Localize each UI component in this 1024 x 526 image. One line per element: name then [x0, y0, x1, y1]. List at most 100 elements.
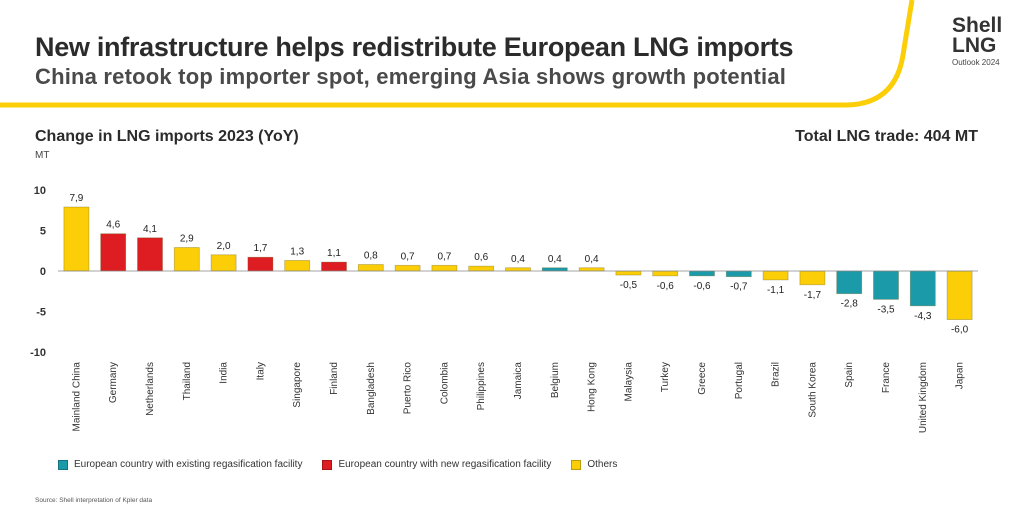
page-title: New infrastructure helps redistribute Eu…: [35, 32, 794, 62]
category-label: Finland: [329, 362, 340, 395]
bar-puerto-rico: [394, 264, 421, 272]
bar-colombia: [431, 264, 458, 272]
bar-jamaica: [505, 267, 531, 272]
bar-philippines: [468, 265, 495, 272]
bar-value-label: -1,1: [767, 285, 785, 296]
legend-swatch-others: [571, 459, 582, 470]
bar-value-label: 2,0: [217, 241, 231, 252]
bar-value-label: 1,1: [327, 248, 341, 259]
category-label: South Korea: [807, 362, 818, 418]
category-label: Singapore: [292, 362, 303, 408]
bar-france: [873, 270, 899, 300]
legend-swatch-existing: [58, 459, 68, 470]
legend-item-others: Others: [571, 459, 617, 470]
bar-value-label: 0,4: [511, 254, 525, 265]
y-tick-label: 10: [34, 185, 46, 197]
chart-title: Change in LNG imports 2023 (YoY): [35, 128, 299, 145]
chart-legend: European country with existing regasific…: [58, 459, 637, 470]
category-label: Belgium: [550, 362, 561, 398]
total-trade-label: Total LNG trade: 404 MT: [795, 128, 978, 145]
source-note: Source: Shell interpretation of Kpler da…: [35, 497, 153, 504]
legend-swatch-new: [322, 459, 333, 470]
brand-lng: LNG: [952, 34, 997, 57]
bar-india: [210, 254, 237, 272]
bar-malaysia: [615, 270, 642, 276]
bar-hong-kong: [578, 267, 605, 272]
bar-value-label: -0,6: [693, 281, 711, 292]
bar-value-label: 0,4: [548, 254, 562, 265]
page-subtitle: China retook top importer spot, emerging…: [35, 64, 787, 89]
legend-label-existing: European country with existing regasific…: [74, 459, 303, 470]
bar-value-label: 1,3: [290, 246, 304, 257]
category-label: Hong Kong: [587, 362, 598, 412]
legend-item-new: European country with new regasification…: [322, 459, 551, 470]
bar-value-label: -0,7: [730, 282, 748, 293]
y-tick-label: 0: [40, 266, 46, 278]
bar-netherlands: [137, 237, 163, 272]
bar-value-label: -4,3: [914, 311, 932, 322]
bar-finland: [321, 261, 347, 272]
legend-item-existing: European country with existing regasific…: [58, 459, 302, 470]
legend-label-new: European country with new regasification…: [338, 459, 552, 470]
bar-singapore: [284, 260, 311, 272]
bar-belgium: [541, 267, 568, 272]
bar-germany: [100, 233, 127, 272]
bar-value-label: -1,7: [804, 290, 822, 301]
bar-value-label: -6,0: [951, 325, 969, 336]
category-label: United Kingdom: [918, 362, 929, 433]
category-label: Portugal: [734, 362, 745, 399]
shell-lng-logo: Shell LNG Outlook 2024: [952, 14, 1012, 67]
bar-south-korea: [799, 270, 826, 286]
y-tick-label: -10: [30, 347, 46, 359]
category-label: Japan: [955, 362, 966, 389]
y-tick-label: 5: [40, 226, 46, 238]
bar-thailand: [173, 247, 200, 272]
category-label: Puerto Rico: [403, 362, 414, 415]
bar-united-kingdom: [909, 270, 936, 307]
bar-mainland-china: [63, 206, 90, 272]
category-label: Netherlands: [145, 362, 156, 416]
category-label: Malaysia: [623, 362, 634, 402]
bar-bangladesh: [357, 264, 384, 272]
category-label: Brazil: [771, 362, 782, 387]
brand-shell: Shell: [952, 14, 1003, 37]
category-label: Jamaica: [513, 362, 524, 400]
bar-value-label: 1,7: [253, 243, 267, 254]
legend-label-others: Others: [587, 459, 618, 470]
bar-portugal: [725, 270, 752, 278]
bar-value-label: 0,4: [585, 254, 599, 265]
bar-value-label: -0,5: [620, 280, 638, 291]
bar-japan: [946, 270, 973, 320]
bar-turkey: [652, 270, 679, 277]
bar-spain: [836, 270, 863, 295]
bar-greece: [689, 270, 715, 277]
category-label: Italy: [255, 362, 266, 380]
bar-value-label: 0,7: [437, 251, 451, 262]
category-label: Thailand: [182, 362, 193, 400]
y-axis-unit: MT: [35, 150, 50, 161]
bar-italy: [247, 256, 274, 272]
category-label: Turkey: [660, 362, 671, 392]
category-label: France: [881, 362, 892, 394]
bar-value-label: 7,9: [69, 193, 83, 204]
bar-value-label: -0,6: [657, 281, 675, 292]
category-label: Greece: [697, 362, 708, 395]
bar-value-label: 4,6: [106, 220, 120, 231]
bar-value-label: -3,5: [877, 304, 895, 315]
category-label: Mainland China: [71, 362, 82, 432]
brand-outlook: Outlook 2024: [952, 58, 1000, 67]
category-label: India: [219, 362, 230, 384]
category-label: Philippines: [476, 362, 487, 410]
category-label: Bangladesh: [366, 362, 377, 415]
bar-value-label: 2,9: [180, 234, 194, 245]
category-label: Germany: [108, 362, 119, 403]
bar-value-label: 4,1: [143, 224, 157, 235]
bar-value-label: 0,7: [401, 251, 415, 262]
y-tick-label: -5: [36, 307, 46, 319]
bar-value-label: 0,6: [474, 252, 488, 263]
bar-brazil: [762, 270, 789, 281]
bar-value-label: -2,8: [841, 299, 859, 310]
category-label: Colombia: [439, 362, 450, 405]
bar-value-label: 0,8: [364, 251, 378, 262]
